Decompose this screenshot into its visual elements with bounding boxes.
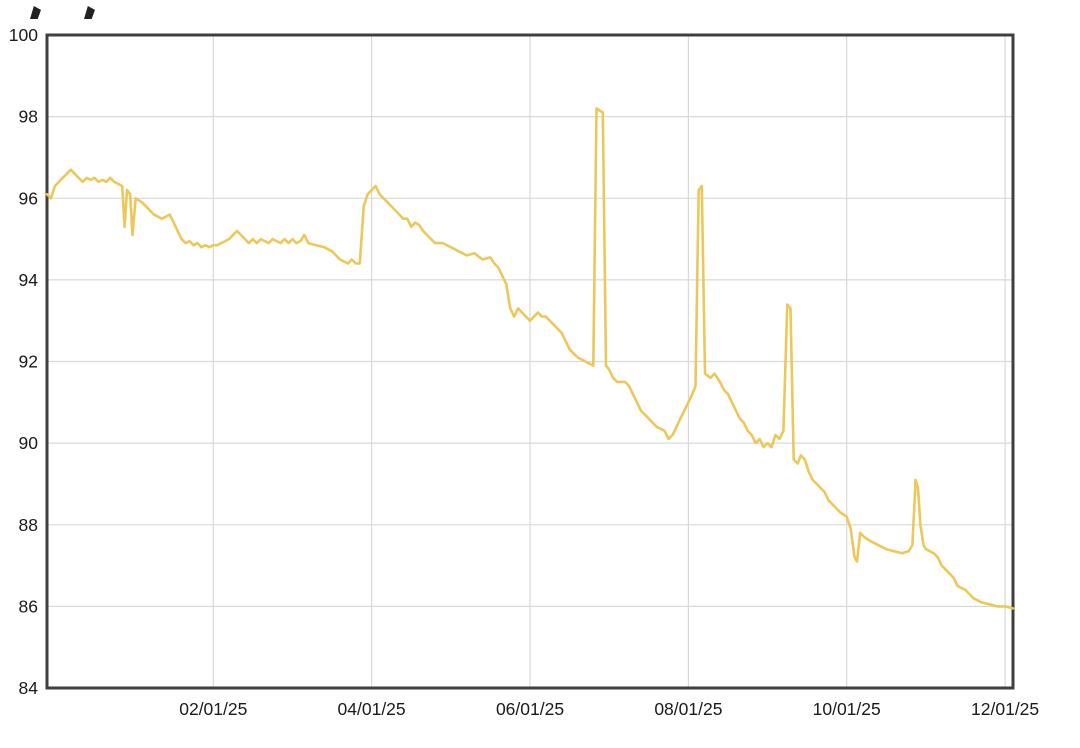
y-tick-label: 94	[19, 270, 39, 290]
x-tick-label: 02/01/25	[179, 699, 247, 719]
y-tick-label: 90	[19, 433, 39, 453]
y-tick-label: 92	[19, 352, 38, 372]
screen-artifact	[84, 6, 95, 19]
y-tick-label: 88	[19, 515, 38, 535]
x-tick-label: 10/01/25	[813, 699, 881, 719]
x-tick-label: 08/01/25	[654, 699, 722, 719]
y-tick-label: 84	[19, 678, 39, 698]
screen-artifact	[30, 6, 41, 19]
plot-frame	[45, 33, 1015, 690]
x-tick-label: 12/01/25	[971, 699, 1039, 719]
y-tick-label: 98	[19, 107, 38, 127]
series-line	[45, 107, 1015, 610]
y-tick-label: 86	[19, 596, 38, 616]
x-tick-label: 04/01/25	[338, 699, 406, 719]
y-tick-label: 100	[9, 25, 38, 45]
y-tick-label: 96	[19, 188, 38, 208]
x-tick-label: 06/01/25	[496, 699, 564, 719]
